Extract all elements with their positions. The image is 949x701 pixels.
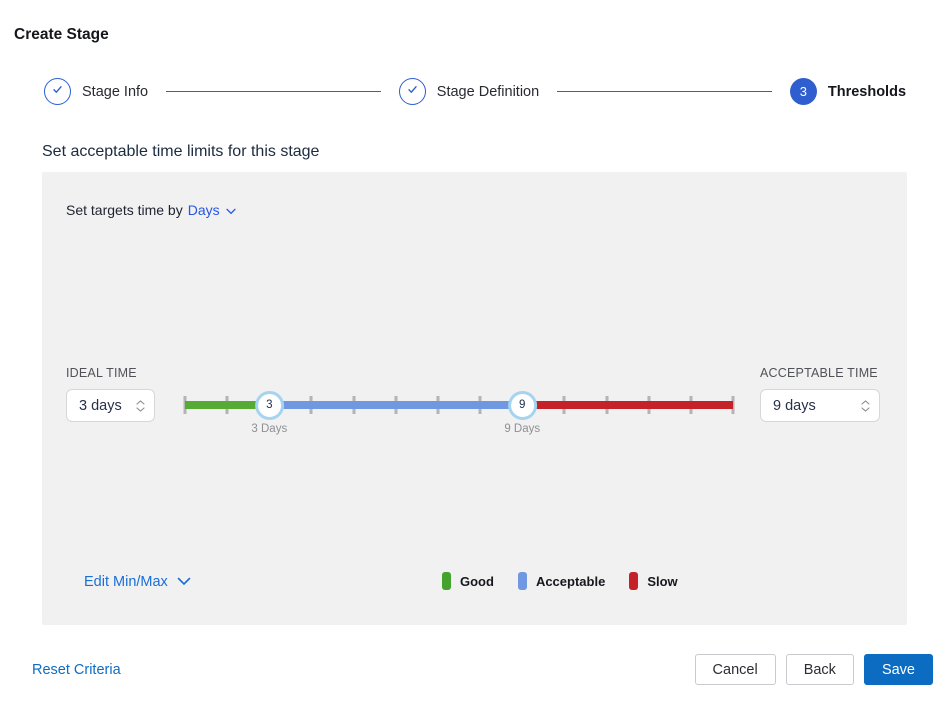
legend-label: Slow: [647, 573, 678, 589]
chevron-up-icon: [861, 399, 870, 405]
section-heading: Set acceptable time limits for this stag…: [42, 143, 320, 160]
acceptable-slider-handle[interactable]: 9: [507, 390, 537, 420]
good-color-chip: [442, 572, 451, 590]
track-acceptable: [269, 401, 523, 409]
time-unit-dropdown[interactable]: Days: [188, 202, 236, 218]
step-complete-badge: [44, 78, 71, 105]
stepper-connector: [557, 90, 772, 93]
legend-item: Good: [442, 572, 494, 590]
track-slow: [522, 401, 733, 409]
step-label: Thresholds: [827, 83, 907, 100]
acceptable-color-chip: [517, 572, 527, 590]
handle-label: 3 Days: [251, 422, 288, 435]
reset-criteria-link[interactable]: Reset Criteria: [32, 662, 121, 678]
ideal-time-block: IDEAL TIME 3 days: [66, 366, 155, 422]
step-complete-badge: [398, 78, 426, 105]
handle-label: 9 Days: [504, 422, 541, 435]
slider-handle-group[interactable]: 9 9 Days: [504, 387, 540, 435]
chevron-down-icon: [225, 202, 236, 218]
step-stage-info[interactable]: Stage Info: [44, 78, 148, 105]
track-good: [185, 401, 270, 409]
targets-row: Set targets time by Days: [66, 202, 236, 218]
check-icon: [406, 83, 419, 101]
thresholds-panel: Set targets time by Days IDEAL TIME 3 da…: [42, 172, 907, 625]
acceptable-time-value: 9 days: [773, 397, 816, 414]
chevron-up-icon: [136, 399, 145, 405]
check-icon: [51, 83, 64, 101]
stepper-arrows[interactable]: [136, 399, 145, 412]
ideal-time-label: IDEAL TIME: [66, 366, 137, 380]
footer-buttons: Cancel Back Save: [694, 654, 933, 685]
slider-handle-group[interactable]: 3 3 Days: [251, 387, 287, 435]
step-number: 3: [799, 84, 807, 99]
stepper: Stage Info Stage Definition 3 Thresholds: [44, 78, 906, 105]
chevron-down-icon: [861, 406, 870, 412]
chevron-down-icon: [177, 574, 191, 590]
targets-prefix-label: Set targets time by: [66, 202, 183, 218]
back-button[interactable]: Back: [785, 654, 854, 685]
time-unit-value: Days: [187, 202, 220, 218]
slow-color-chip: [629, 572, 639, 590]
legend-item: Slow: [629, 572, 678, 590]
step-label: Stage Info: [82, 83, 149, 100]
save-button[interactable]: Save: [863, 654, 933, 685]
legend-label: Good: [460, 573, 494, 589]
cancel-button[interactable]: Cancel: [694, 654, 776, 685]
acceptable-time-block: ACCEPTABLE TIME 9 days: [760, 366, 880, 422]
edit-minmax-link[interactable]: Edit Min/Max: [84, 574, 191, 590]
edit-minmax-label: Edit Min/Max: [84, 574, 168, 590]
legend-label: Acceptable: [535, 573, 606, 589]
stepper-connector: [166, 90, 381, 93]
ideal-slider-handle[interactable]: 3: [254, 390, 284, 420]
ideal-time-value: 3 days: [79, 397, 122, 414]
step-label: Stage Definition: [436, 83, 540, 100]
step-number-badge: 3: [789, 78, 817, 105]
step-stage-definition[interactable]: Stage Definition: [398, 78, 540, 105]
legend-item: Acceptable: [517, 572, 606, 590]
legend: Good Acceptable Slow: [442, 572, 678, 590]
threshold-slider: 3 3 Days 9 9 Days: [183, 387, 735, 447]
page-title: Create Stage: [14, 26, 109, 43]
chevron-down-icon: [136, 406, 145, 412]
ideal-time-input[interactable]: 3 days: [66, 389, 155, 422]
stepper-arrows[interactable]: [861, 399, 870, 412]
acceptable-time-label: ACCEPTABLE TIME: [760, 366, 878, 380]
step-thresholds[interactable]: 3 Thresholds: [789, 78, 907, 105]
acceptable-time-input[interactable]: 9 days: [760, 389, 880, 422]
